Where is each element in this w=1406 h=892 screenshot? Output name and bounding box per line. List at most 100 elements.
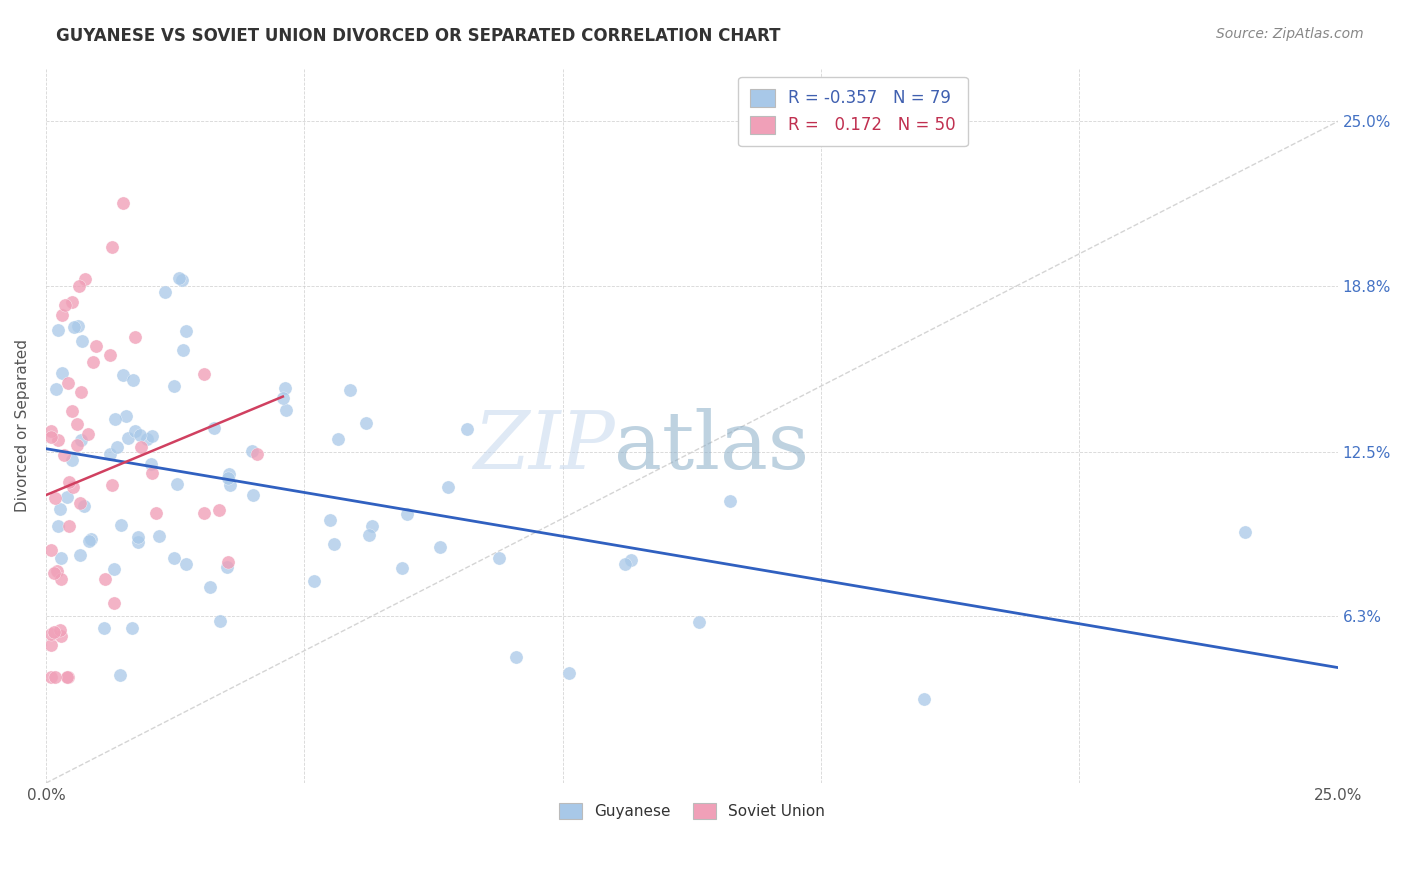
Text: GUYANESE VS SOVIET UNION DIVORCED OR SEPARATED CORRELATION CHART: GUYANESE VS SOVIET UNION DIVORCED OR SEP…: [56, 27, 780, 45]
Point: [70, 434, 93, 448]
Point: [219, 477, 242, 491]
Point: [141, 457, 163, 471]
Point: [94, 572, 117, 586]
Point: [62, 320, 84, 334]
Point: [354, 416, 377, 430]
Point: [53, 298, 76, 312]
Point: [93, 621, 115, 635]
Point: [62, 453, 84, 467]
Point: [66, 417, 89, 432]
Point: [129, 440, 152, 454]
Point: [166, 476, 188, 491]
Point: [39, 542, 62, 557]
Point: [217, 560, 239, 574]
Point: [98, 348, 121, 362]
Point: [198, 581, 221, 595]
Point: [141, 466, 163, 480]
Point: [72, 334, 94, 349]
Point: [49, 623, 72, 637]
Point: [55, 670, 77, 684]
Point: [912, 692, 935, 706]
Point: [49, 629, 72, 643]
Point: [688, 615, 710, 629]
Point: [193, 368, 215, 382]
Point: [167, 271, 190, 285]
Point: [193, 506, 215, 520]
Point: [127, 534, 149, 549]
Point: [718, 493, 741, 508]
Point: [339, 383, 361, 397]
Point: [172, 343, 194, 357]
Point: [86, 339, 108, 353]
Point: [60, 295, 83, 310]
Point: [108, 668, 131, 682]
Point: [105, 440, 128, 454]
Point: [70, 384, 93, 399]
Point: [82, 355, 104, 369]
Point: [66, 438, 89, 452]
Point: [39, 639, 62, 653]
Point: [558, 666, 581, 681]
Point: [80, 532, 103, 546]
Point: [136, 432, 159, 446]
Point: [46, 433, 69, 447]
Point: [217, 471, 239, 485]
Point: [246, 447, 269, 461]
Point: [395, 507, 418, 521]
Point: [69, 496, 91, 510]
Point: [101, 240, 124, 254]
Point: [122, 373, 145, 387]
Point: [62, 480, 84, 494]
Point: [505, 649, 527, 664]
Point: [141, 429, 163, 443]
Point: [148, 529, 170, 543]
Point: [202, 421, 225, 435]
Point: [42, 566, 65, 580]
Point: [437, 480, 460, 494]
Point: [271, 392, 294, 406]
Point: [208, 503, 231, 517]
Point: [276, 402, 298, 417]
Point: [322, 537, 344, 551]
Point: [456, 422, 478, 436]
Text: atlas: atlas: [614, 409, 810, 486]
Point: [302, 574, 325, 588]
Point: [67, 279, 90, 293]
Point: [58, 475, 80, 489]
Point: [58, 519, 80, 533]
Point: [217, 555, 239, 569]
Point: [39, 670, 62, 684]
Y-axis label: Divorced or Separated: Divorced or Separated: [15, 339, 30, 512]
Point: [242, 488, 264, 502]
Point: [73, 271, 96, 285]
Point: [620, 553, 643, 567]
Point: [326, 432, 349, 446]
Point: [51, 308, 73, 322]
Point: [218, 467, 240, 482]
Point: [45, 564, 67, 578]
Point: [103, 596, 125, 610]
Point: [48, 501, 70, 516]
Point: [42, 625, 65, 640]
Point: [44, 491, 66, 506]
Point: [45, 382, 67, 396]
Point: [58, 670, 80, 684]
Point: [128, 428, 150, 442]
Point: [360, 518, 382, 533]
Point: [62, 404, 84, 418]
Point: [163, 379, 186, 393]
Point: [77, 533, 100, 548]
Point: [69, 548, 91, 562]
Point: [176, 324, 198, 338]
Point: [162, 550, 184, 565]
Point: [613, 557, 636, 571]
Point: [127, 529, 149, 543]
Point: [98, 447, 121, 461]
Point: [242, 444, 264, 458]
Point: [174, 557, 197, 571]
Point: [51, 550, 73, 565]
Point: [39, 424, 62, 438]
Point: [208, 615, 231, 629]
Point: [67, 318, 90, 333]
Point: [488, 550, 510, 565]
